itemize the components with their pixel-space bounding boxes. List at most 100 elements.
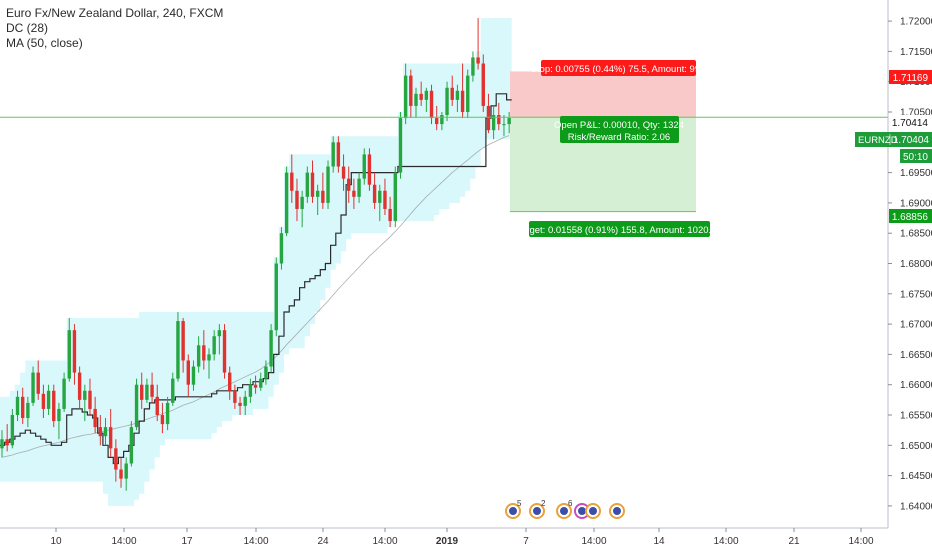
candle [243, 390, 247, 416]
stop-label: Stop: 0.00755 (0.44%) 75.5, Amount: 990 [531, 60, 705, 76]
open-pl-line-2: Risk/Reward Ratio: 2.06 [568, 132, 670, 143]
candle [341, 154, 346, 191]
event-marker-1[interactable]: 5 [505, 499, 522, 519]
candle [129, 421, 134, 467]
indicator-dc[interactable]: DC (28) [6, 21, 49, 35]
symbol-price: 1.70404 [893, 135, 930, 146]
candle [140, 372, 144, 409]
dc-line [0, 93, 512, 465]
price-tick-label: 1.72000 [900, 17, 932, 28]
candle [393, 166, 397, 228]
open-pl-line-1: Open P&L: 0.00010, Qty: 1324 [554, 120, 684, 131]
event-marker-2[interactable]: 2 [529, 499, 546, 519]
last-price-marker: 1.70414 [889, 115, 932, 129]
candle [279, 227, 284, 270]
candle [466, 69, 470, 119]
donchian-channel [0, 18, 512, 506]
price-tick-label: 1.64000 [900, 501, 932, 512]
candle [160, 402, 165, 434]
candle [176, 311, 180, 382]
candle [440, 111, 444, 131]
candle [274, 257, 278, 337]
candle [150, 372, 154, 403]
event-marker-5[interactable] [585, 503, 601, 519]
target-label-text: Target: 0.01558 (0.91%) 155.8, Amount: 1… [516, 225, 721, 236]
indicator-ma[interactable]: MA (50, close) [6, 36, 83, 50]
candle [233, 384, 237, 409]
price-tick-label: 1.69000 [900, 198, 932, 209]
open-pl-label: Open P&L: 0.00010, Qty: 1324 Risk/Reward… [554, 116, 684, 143]
candle [119, 457, 123, 488]
candle [435, 105, 439, 131]
candle [372, 172, 377, 209]
candle [5, 424, 9, 452]
countdown-marker: 50:10 [900, 149, 932, 163]
chart-legend: Euro Fx/New Zealand Dollar, 240, FXCM DC… [6, 6, 223, 51]
candle [145, 378, 149, 403]
candle [284, 166, 289, 237]
time-tick-label: 17 [181, 536, 193, 547]
candle [52, 384, 56, 428]
price-tick-label: 1.69500 [900, 168, 932, 179]
price-tick-label: 1.68000 [900, 259, 932, 270]
candle [72, 324, 77, 385]
candle [476, 18, 480, 70]
time-tick-label: 2019 [436, 536, 459, 547]
candle [171, 372, 175, 406]
candle [36, 360, 40, 400]
price-tick-label: 1.68500 [900, 229, 932, 240]
candle [186, 354, 190, 397]
time-tick-label: 14:00 [243, 536, 268, 547]
donchian-band [0, 18, 512, 506]
candle [331, 136, 335, 173]
target-price-text: 1.68856 [892, 212, 929, 223]
candle [481, 54, 485, 112]
candle [362, 148, 366, 185]
candle [486, 93, 491, 134]
price-tick-label: 1.64500 [900, 471, 932, 482]
stop-price-text: 1.71169 [893, 73, 929, 84]
candle [88, 378, 92, 416]
stop-zone[interactable] [510, 71, 696, 118]
time-tick-label: 14:00 [848, 536, 873, 547]
candle [315, 184, 320, 216]
candle [103, 418, 108, 446]
candle [93, 396, 97, 434]
price-tick-label: 1.66000 [900, 380, 932, 391]
stop-price-marker: 1.71169 [889, 70, 932, 84]
candle [502, 115, 506, 137]
candle [352, 178, 356, 209]
candle [212, 330, 216, 361]
time-axis[interactable]: 10 14:00 17 14:00 24 14:00 2019 7 14:00 14 14:00 21… [50, 528, 874, 547]
last-price-text: 1.70414 [892, 118, 929, 129]
candle [31, 366, 35, 406]
symbol-tag: EURNZD [858, 135, 898, 146]
candle [217, 324, 222, 355]
event-marker-3[interactable]: 6 [556, 499, 573, 519]
candle [414, 87, 418, 119]
symbol-price-marker: EURNZD 1.70404 [855, 132, 932, 147]
candle [248, 378, 253, 403]
event-count-3: 6 [568, 499, 573, 508]
event-markers[interactable]: 5 2 6 [505, 499, 625, 519]
price-tick-label: 1.65000 [900, 441, 932, 452]
price-tick-label: 1.70500 [900, 107, 932, 118]
candle [305, 166, 310, 203]
time-tick-label: 14:00 [713, 536, 738, 547]
candle [321, 172, 325, 209]
candle [108, 408, 113, 458]
price-tick-label: 1.67000 [900, 320, 932, 331]
candle [114, 439, 118, 482]
candle [326, 160, 330, 209]
candle [222, 324, 227, 379]
time-tick-label: 21 [788, 536, 800, 547]
target-label: Target: 0.01558 (0.91%) 155.8, Amount: 1… [516, 221, 722, 237]
candle [77, 366, 82, 409]
symbol-title[interactable]: Euro Fx/New Zealand Dollar, 240, FXCM [6, 6, 224, 20]
price-tick-label: 1.67500 [900, 289, 932, 300]
candle [155, 384, 159, 422]
candle [181, 318, 185, 373]
event-marker-6[interactable] [609, 503, 625, 519]
candle [134, 378, 139, 431]
